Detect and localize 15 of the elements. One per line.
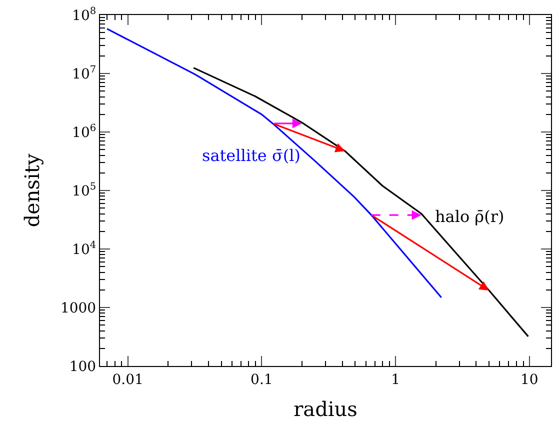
- y-tick-label: 1000: [60, 300, 96, 316]
- series-label: halo ρ̄(r): [435, 207, 504, 226]
- y-tick-label: 10$^{6}$: [72, 123, 96, 141]
- y-tick-label: 10$^{5}$: [72, 182, 96, 200]
- x-tick-label: 1: [391, 372, 400, 388]
- y-tick-label: 100: [69, 358, 96, 375]
- x-axis-title: radius: [294, 397, 358, 421]
- y-tick-label: 10$^{8}$: [72, 6, 96, 24]
- x-tick-label: 0.01: [112, 372, 144, 388]
- x-tick-label: 10: [520, 372, 538, 388]
- y-tick-label: 10$^{7}$: [72, 64, 96, 82]
- series-label: satellite σ̄(l): [202, 146, 301, 165]
- x-tick-label: 0.1: [250, 372, 273, 388]
- y-axis-title: density: [20, 153, 44, 228]
- y-tick-label: 10$^{4}$: [72, 240, 96, 258]
